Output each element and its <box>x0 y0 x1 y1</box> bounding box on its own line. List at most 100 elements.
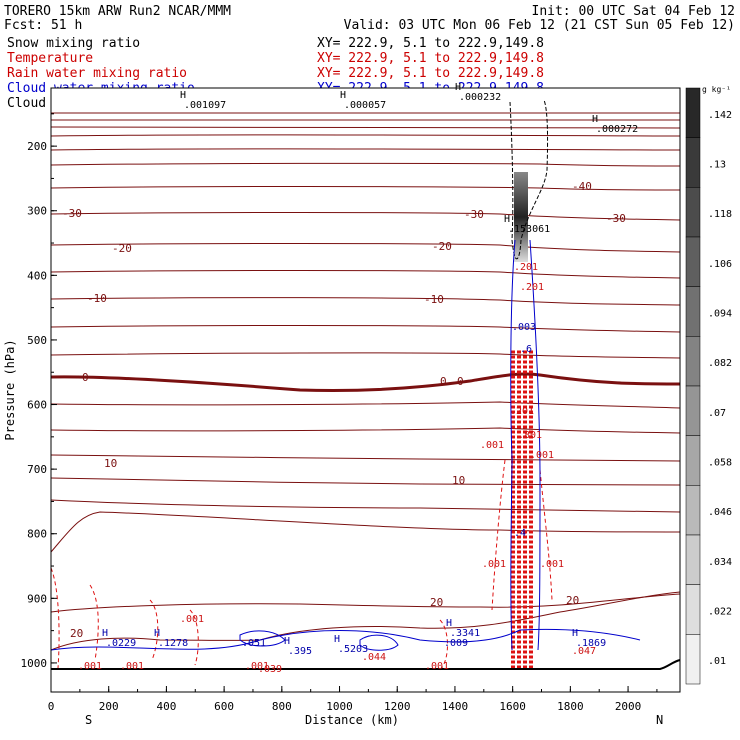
y-tick-label: 300 <box>27 205 47 218</box>
colorbar-swatch <box>685 584 701 635</box>
contour-label: .801 <box>518 430 542 441</box>
temperature-label: 10 <box>452 474 465 487</box>
temperature-label: -30 <box>464 208 484 221</box>
isotherm-line <box>50 148 681 151</box>
colorbar-tick-label: .106 <box>708 259 732 270</box>
isotherm-line <box>50 212 681 221</box>
contour-label: .201 <box>514 262 538 273</box>
temperature-label: -10 <box>424 293 444 306</box>
maximum-marker: H <box>180 90 186 101</box>
temperature-label: 20 <box>70 627 83 640</box>
maximum-value: .0229 <box>106 638 136 649</box>
legend-xy: XY= 222.9, 5.1 to 222.9,149.8 <box>317 51 544 66</box>
axes: 0 200 400 600 800 1000 1200 1400 1600 1800 2000200… <box>21 113 658 713</box>
maximum-value: .5203 <box>338 644 368 655</box>
colorbar-swatch <box>685 534 701 585</box>
colorbar-tick-label: .07 <box>708 408 726 419</box>
y-tick-label: 600 <box>27 399 47 412</box>
x-tick-label: 1000 <box>326 700 353 713</box>
colorbar-swatch <box>685 485 701 536</box>
x-tick-label: 1400 <box>442 700 469 713</box>
init-time: Init: 00 UTC Sat 04 Feb 12 <box>532 4 736 19</box>
contour-label: .003 <box>512 322 536 333</box>
plot-frame <box>50 87 681 693</box>
legend-label: Rain water mixing ratio <box>7 66 187 81</box>
temperature-label: -20 <box>112 242 132 255</box>
temperature-label: 20 <box>566 594 579 607</box>
contour-label: .001 <box>78 661 102 672</box>
cloud-ice-contour <box>509 99 549 260</box>
x-tick-label: 400 <box>156 700 176 713</box>
contour-label: .001 <box>530 450 554 461</box>
maximum-marker: H <box>592 114 598 125</box>
model-title: TORERO 15km ARW Run2 NCAR/MMM <box>4 4 231 19</box>
maximum-marker: H <box>334 634 340 645</box>
legend-label: Temperature <box>7 51 93 66</box>
colorbar-swatch <box>685 187 701 238</box>
temperature-label: -20 <box>432 240 452 253</box>
temperature-label: 0 <box>457 375 464 388</box>
colorbar-tick-label: .118 <box>708 209 732 220</box>
maximum-value: .1278 <box>158 638 188 649</box>
direction-south: S <box>85 713 92 727</box>
x-tick-label: 600 <box>214 700 234 713</box>
maximum-value: .000057 <box>344 100 386 111</box>
legend-xy: XY= 222.9, 5.1 to 222.9,149.8 <box>317 36 544 51</box>
colorbar-tick-label: .034 <box>708 557 732 568</box>
y-tick-label: 700 <box>27 463 47 476</box>
terrain-line <box>51 659 681 670</box>
contour-label: .4 <box>514 528 526 539</box>
rain-column <box>511 350 535 669</box>
contour-label: .001 <box>482 559 506 570</box>
x-tick-label: 1200 <box>384 700 411 713</box>
rain-contour <box>491 459 553 611</box>
snow-column <box>514 172 528 262</box>
contour-label: .009 <box>444 638 468 649</box>
temperature-label: -30 <box>606 212 626 225</box>
maximum-marker: H <box>572 628 578 639</box>
x-tick-label: 0 <box>48 700 55 713</box>
contour-label: .6 <box>520 344 532 355</box>
x-tick-label: 1600 <box>499 700 526 713</box>
direction-north: N <box>656 713 663 727</box>
maximum-marker: H <box>154 628 160 639</box>
contour-label: .201 <box>520 282 544 293</box>
colorbar-tick-label: .082 <box>708 358 732 369</box>
y-tick-label: 200 <box>27 140 47 153</box>
isotherm-line <box>50 352 681 359</box>
cloud-water-cell <box>239 630 286 647</box>
cloud-water-cell <box>359 634 399 651</box>
y-tick-label: 900 <box>27 592 47 605</box>
maximum-value: .1869 <box>576 638 606 649</box>
colorbar-tick-label: .022 <box>708 606 732 617</box>
x-tick-label: 2000 <box>615 700 642 713</box>
x-axis-label: Distance (km) <box>305 713 399 727</box>
temperature-label: 0 <box>82 371 89 384</box>
temperature-label: 0 <box>440 375 447 388</box>
colorbar-tick-label: .058 <box>708 457 732 468</box>
colorbar-swatch <box>685 87 701 138</box>
temperature-label: 20 <box>430 596 443 609</box>
y-tick-label: 500 <box>27 334 47 347</box>
legend-label: Snow mixing ratio <box>7 36 140 51</box>
contour-label: .001 <box>540 559 564 570</box>
contour-label: .044 <box>362 652 386 663</box>
colorbar-swatch <box>685 336 701 387</box>
freezing-level-line <box>50 372 681 392</box>
maximum-marker: H <box>284 636 290 647</box>
forecast-hour: Fcst: 51 h <box>4 18 82 33</box>
x-tick-label: 200 <box>99 700 119 713</box>
contour-label: .001 <box>480 440 504 451</box>
maximum-marker: H <box>504 214 510 225</box>
colorbar-swatch <box>685 137 701 188</box>
maximum-value: .000232 <box>459 92 501 103</box>
y-tick-label: 800 <box>27 528 47 541</box>
colorbar-tick-label: .13 <box>708 159 726 170</box>
colorbar-swatch <box>685 236 701 287</box>
isotherm-line <box>50 454 681 462</box>
contour-label: .051 <box>242 638 266 649</box>
y-axis-label: Pressure (hPa) <box>3 339 17 440</box>
contour-label: .039 <box>258 664 282 675</box>
